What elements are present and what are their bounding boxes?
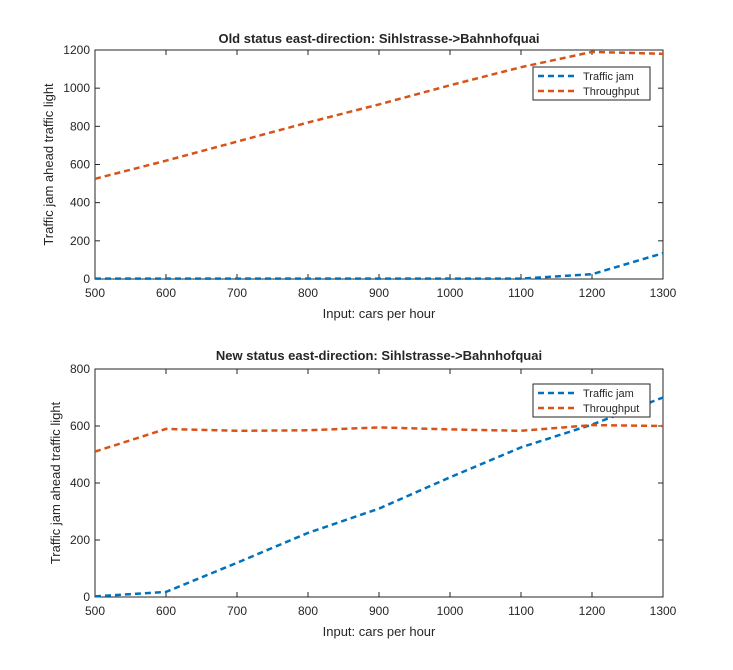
y-tick-label: 400	[70, 476, 90, 490]
legend-box	[532, 383, 651, 418]
legend-box	[532, 66, 651, 101]
x-tick-label: 800	[298, 286, 318, 300]
x-axis-label: Input: cars per hour	[323, 624, 436, 639]
x-tick-label: 1000	[437, 604, 464, 618]
y-tick-label: 800	[70, 362, 90, 376]
series-line-throughput	[94, 50, 664, 181]
x-tick-label: 700	[227, 604, 247, 618]
y-tick-label: 200	[70, 234, 90, 248]
x-tick-label: 800	[298, 604, 318, 618]
y-tick-label: 600	[70, 158, 90, 172]
y-axis-label: Traffic jam ahead traffic light	[48, 401, 63, 564]
x-tick-label: 700	[227, 286, 247, 300]
y-tick-label: 600	[70, 419, 90, 433]
series-line-traffic-jam	[94, 396, 664, 598]
y-tick-label: 800	[70, 119, 90, 133]
x-tick-label: 900	[369, 604, 389, 618]
x-tick-label: 1300	[650, 604, 677, 618]
x-tick-label: 600	[156, 604, 176, 618]
x-tick-label: 1000	[437, 286, 464, 300]
x-tick-label: 600	[156, 286, 176, 300]
y-tick-label: 0	[83, 590, 90, 604]
y-tick-label: 400	[70, 196, 90, 210]
x-tick-label: 1200	[579, 286, 606, 300]
y-tick-label: 0	[83, 272, 90, 286]
x-tick-label: 1300	[650, 286, 677, 300]
x-tick-label: 500	[85, 604, 105, 618]
x-tick-label: 500	[85, 286, 105, 300]
legend: Traffic jam Throughput	[532, 66, 651, 101]
legend-label: Traffic jam	[583, 388, 634, 400]
legend-label: Throughput	[583, 403, 639, 415]
series-line-traffic-jam	[95, 252, 664, 280]
x-tick-label: 1100	[508, 286, 534, 300]
chart-title: Old status east-direction: Sihlstrasse->…	[218, 31, 539, 46]
x-axis-label: Input: cars per hour	[323, 306, 436, 321]
chart-panel-1: 500 600 700 800 900 1000 1100 1200 1300 0 200 400 60…	[41, 31, 677, 321]
y-tick-label: 200	[70, 533, 90, 547]
legend: Traffic jam Throughput	[532, 383, 651, 418]
legend-label: Traffic jam	[583, 71, 634, 83]
y-axis-label: Traffic jam ahead traffic light	[41, 83, 56, 246]
x-tick-label: 900	[369, 286, 389, 300]
chart-panel-2: 500 600 700 800 900 1000 1100 1200 1300 0 200 400 60…	[48, 348, 677, 639]
x-tick-label: 1100	[508, 604, 534, 618]
y-tick-label: 1200	[63, 43, 90, 57]
legend-label: Throughput	[583, 86, 639, 98]
chart-title: New status east-direction: Sihlstrasse->…	[216, 348, 542, 363]
x-tick-label: 1200	[579, 604, 606, 618]
y-tick-label: 1000	[63, 81, 90, 95]
